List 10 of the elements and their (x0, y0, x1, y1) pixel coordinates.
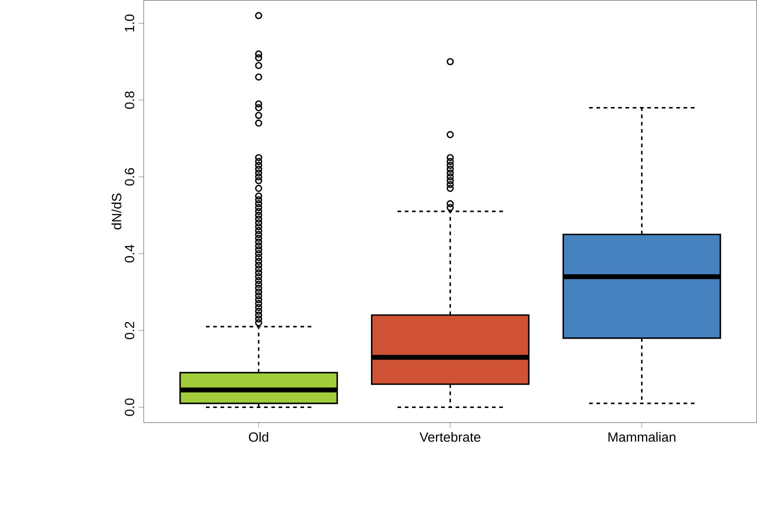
x-tick-label: Vertebrate (420, 432, 480, 442)
y-tick-label: 1.0 (124, 14, 134, 32)
x-tick-label: Mammalian (608, 432, 676, 442)
y-tick-label: 0.2 (124, 322, 134, 340)
y-tick-label: 0.0 (124, 398, 134, 416)
y-axis-title: dN/dS (112, 193, 122, 230)
y-tick-label: 0.4 (124, 244, 134, 262)
y-tick-label: 0.8 (124, 91, 134, 109)
x-tick-label: Old (248, 432, 268, 442)
y-tick-label: 0.6 (124, 168, 134, 186)
